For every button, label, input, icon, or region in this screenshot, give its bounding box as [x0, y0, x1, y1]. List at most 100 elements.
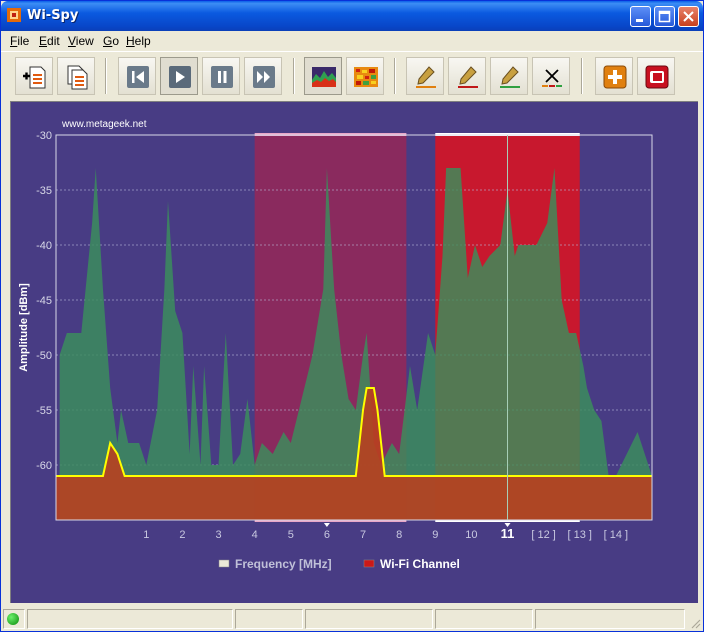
menu-go-label: o: [112, 34, 120, 48]
status-cell: [435, 609, 533, 629]
toolbar-separator: [581, 58, 583, 94]
toolbar-separator: [293, 58, 295, 94]
watermark-text: www.metageek.net: [61, 119, 147, 130]
y-tick-label: -35: [36, 185, 52, 197]
plot-border: [55, 134, 653, 521]
wispy-app-icon: [7, 8, 21, 22]
legend-swatch-wifi-channel: [363, 559, 375, 568]
close-button[interactable]: [678, 6, 699, 27]
copy-document-icon: [67, 65, 88, 90]
record-button[interactable]: [637, 57, 675, 95]
pause-button[interactable]: [202, 57, 240, 95]
pen-red-button[interactable]: [448, 57, 486, 95]
series-current-area: [56, 388, 652, 520]
series-current-line: [56, 387, 652, 477]
y-tick-label: -50: [36, 350, 52, 362]
x-tick-label: 2: [179, 529, 185, 541]
toolbar-separator: [105, 58, 107, 94]
y-tick-label: -40: [36, 240, 52, 252]
spectrum-graph-icon: [312, 67, 336, 87]
toolbar-separator: [394, 58, 396, 94]
minimize-icon: [636, 19, 643, 22]
window-title: Wi-Spy: [27, 8, 79, 23]
status-bar: [1, 607, 703, 631]
y-tick-label: -45: [36, 295, 52, 307]
play-icon: [169, 66, 191, 88]
menu-file-label: ile: [17, 34, 30, 48]
y-tick-label: -60: [36, 460, 52, 472]
x-tick-label: 4: [252, 529, 258, 541]
menu-edit-label: dit: [47, 34, 60, 48]
fast-forward-icon: [253, 66, 275, 88]
density-map-icon: [354, 67, 378, 87]
menu-go[interactable]: Go: [103, 34, 119, 48]
title-bar[interactable]: Wi-Spy: [1, 1, 703, 31]
play-button[interactable]: [160, 57, 198, 95]
connection-led-icon: [7, 613, 19, 625]
legend-label-wifi-channel: Wi-Fi Channel: [380, 557, 460, 571]
pen-green-button[interactable]: [490, 57, 528, 95]
x-tick-label: 6: [324, 529, 330, 541]
skip-back-button[interactable]: [118, 57, 156, 95]
menu-file-accel: F: [10, 34, 18, 48]
channel-marker-icon: [323, 523, 330, 527]
x-tick-label: [ 12 ]: [531, 529, 555, 541]
x-tick-label: 3: [215, 529, 221, 541]
chart-canvas: -30 -35 -40 -45 -50 -55 -60 Amplitude [dBm] www.…: [18, 119, 653, 571]
close-icon: [683, 11, 694, 22]
menu-help[interactable]: Help: [126, 34, 151, 48]
pen-red-icon: [458, 66, 478, 88]
menu-help-label: elp: [134, 34, 151, 48]
density-view-button[interactable]: [346, 57, 384, 95]
pause-icon: [211, 66, 233, 88]
x-tick-label: 11: [501, 526, 515, 541]
maximize-icon: [658, 10, 671, 23]
menu-view-label: iew: [75, 34, 94, 48]
menu-view[interactable]: View: [68, 34, 94, 48]
spectrum-view-button[interactable]: [304, 57, 342, 95]
status-cell: [235, 609, 303, 629]
add-marker-button[interactable]: [595, 57, 633, 95]
add-plus-icon: [603, 65, 627, 89]
copy-document-button[interactable]: [57, 57, 95, 95]
toolbar: [1, 51, 703, 100]
maximize-button[interactable]: [654, 6, 675, 27]
x-tick-label: 7: [360, 529, 366, 541]
menu-edit-accel: E: [39, 34, 48, 48]
menu-help-accel: H: [126, 34, 135, 48]
menu-edit[interactable]: Edit: [39, 34, 60, 48]
skip-back-icon: [127, 66, 149, 88]
x-tick-label: 8: [396, 529, 402, 541]
x-tick-label: [ 13 ]: [568, 529, 592, 541]
pen-green-icon: [500, 66, 520, 88]
pen-orange-icon: [416, 66, 436, 88]
clear-traces-button[interactable]: [532, 57, 570, 95]
status-cell-indicator: [3, 609, 25, 629]
series-max-area: [59, 168, 652, 520]
fast-forward-button[interactable]: [244, 57, 282, 95]
y-tick-label: -55: [36, 405, 52, 417]
y-tick-label: -30: [36, 130, 52, 142]
menu-view-accel: V: [68, 34, 76, 48]
new-document-icon: [23, 66, 46, 89]
status-cell: [535, 609, 685, 629]
status-cell: [27, 609, 233, 629]
pen-orange-button[interactable]: [406, 57, 444, 95]
new-document-button[interactable]: [15, 57, 53, 95]
spectrum-chart[interactable]: -30 -35 -40 -45 -50 -55 -60 Amplitude [dBm] www.…: [10, 101, 698, 603]
x-tick-label: 10: [465, 529, 477, 541]
legend-swatch-frequency: [218, 559, 230, 568]
x-tick-label: 9: [432, 529, 438, 541]
y-axis-label: Amplitude [dBm]: [18, 283, 30, 372]
clear-x-icon: [542, 69, 562, 87]
resize-grip-icon[interactable]: [689, 617, 701, 629]
record-icon: [645, 65, 669, 89]
legend-label-frequency: Frequency [MHz]: [235, 557, 332, 571]
x-tick-label: 1: [143, 529, 149, 541]
menu-bar: File Edit View Go Help: [1, 31, 703, 51]
x-tick-label: [ 14 ]: [604, 529, 628, 541]
minimize-button[interactable]: [630, 6, 651, 27]
menu-file[interactable]: File: [10, 34, 29, 48]
menu-go-accel: G: [103, 34, 113, 48]
